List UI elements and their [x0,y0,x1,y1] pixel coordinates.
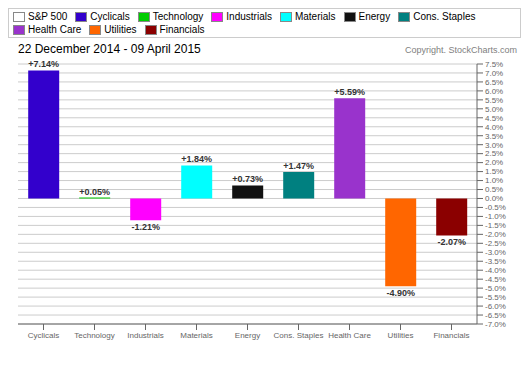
svg-text:-3.5%: -3.5% [485,257,506,266]
html-text:Materials: Materials [294,11,336,22]
svg-text:6.5%: 6.5% [485,78,503,87]
svg-text:-5.5%: -5.5% [485,293,506,302]
svg-text:1.0%: 1.0% [485,176,503,185]
svg-text:-2.5%: -2.5% [485,239,506,248]
svg-text:-6.5%: -6.5% [485,311,506,320]
svg-text:Health Care: Health Care [328,331,371,340]
svg-text:2.5%: 2.5% [485,149,503,158]
svg-text:3.5%: 3.5% [485,132,503,141]
html-text:Cyclicals: Cyclicals [90,11,130,22]
svg-text:Financials: Financials [433,331,469,340]
svg-text:0.5%: 0.5% [485,185,503,194]
svg-text:-3.0%: -3.0% [485,248,506,257]
svg-text:Cyclicals: Cyclicals [28,331,60,340]
svg-text:Industrials: Industrials [127,331,163,340]
svg-text:7.5%: 7.5% [485,60,503,69]
html-text:Health Care: Health Care [28,24,82,35]
html-text:Financials: Financials [159,24,205,35]
svg-text:+0.73%: +0.73% [232,174,263,184]
svg-text:Materials: Materials [180,331,212,340]
html-text:Industrials: Industrials [226,11,272,22]
svg-text:+7.14%: +7.14% [28,59,59,69]
svg-text:4.0%: 4.0% [485,123,503,132]
svg-text:-6.0%: -6.0% [485,302,506,311]
svg-text:+0.05%: +0.05% [79,187,110,197]
html-text:22 December 2014 - 09 April 20: 22 December 2014 - 09 April 2015 [18,42,201,56]
svg-text:-2.07%: -2.07% [437,237,466,247]
svg-text:2.0%: 2.0% [485,158,503,167]
svg-text:4.5%: 4.5% [485,114,503,123]
svg-text:6.0%: 6.0% [485,87,503,96]
html-text:Technology: Technology [152,11,204,22]
html-text:Utilities: Utilities [104,24,137,35]
svg-text:Utilities: Utilities [388,331,414,340]
svg-text:Cons. Staples: Cons. Staples [274,331,324,340]
svg-text:-1.21%: -1.21% [131,222,160,232]
svg-text:+1.84%: +1.84% [181,154,212,164]
svg-text:-0.5%: -0.5% [485,203,506,212]
html-text:Energy: Energy [358,11,391,22]
html-text:Cons. Staples: Cons. Staples [413,11,476,22]
html-text:Copyright. StockCharts.com: Copyright. StockCharts.com [405,45,517,55]
svg-text:-5.0%: -5.0% [485,284,506,293]
svg-text:-2.0%: -2.0% [485,230,506,239]
svg-text:-4.90%: -4.90% [386,288,415,298]
svg-text:1.5%: 1.5% [485,167,503,176]
svg-text:5.0%: 5.0% [485,105,503,114]
html-text:S&P 500: S&P 500 [28,11,68,22]
svg-text:-4.0%: -4.0% [485,266,506,275]
svg-text:-1.0%: -1.0% [485,212,506,221]
svg-text:Technology: Technology [74,331,114,340]
svg-text:+5.59%: +5.59% [334,87,365,97]
svg-text:Energy: Energy [235,331,260,340]
svg-text:-1.5%: -1.5% [485,221,506,230]
svg-text:5.5%: 5.5% [485,96,503,105]
svg-text:0.0%: 0.0% [485,194,503,203]
svg-text:+1.47%: +1.47% [283,161,314,171]
svg-text:-4.5%: -4.5% [485,275,506,284]
svg-text:7.0%: 7.0% [485,69,503,78]
svg-text:-7.0%: -7.0% [485,320,506,329]
svg-text:3.0%: 3.0% [485,141,503,150]
